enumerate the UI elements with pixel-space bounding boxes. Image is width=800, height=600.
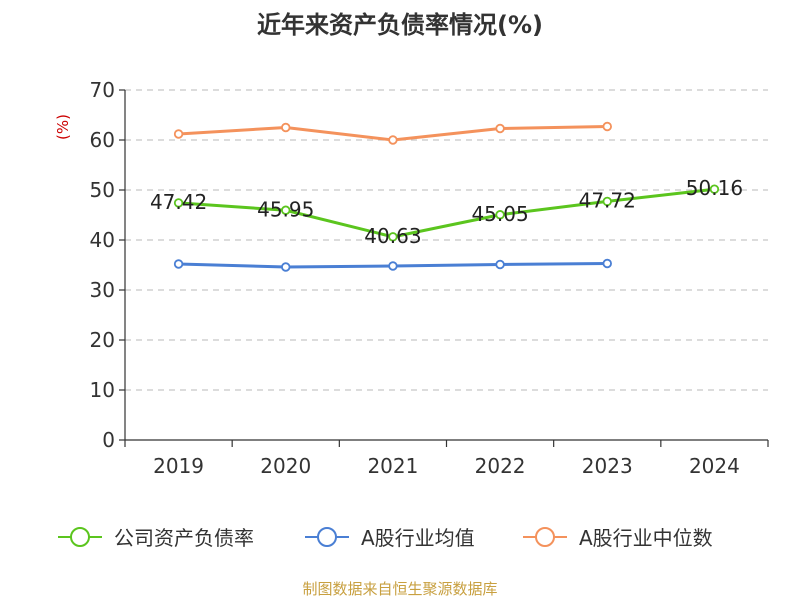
data-point [495, 259, 505, 270]
x-tick-label: 2021 [367, 454, 418, 478]
legend-marker [317, 527, 337, 547]
y-axis-label: (%) [54, 114, 72, 140]
data-point [388, 261, 398, 271]
data-point [388, 232, 398, 242]
data-point [173, 259, 184, 269]
data-point [173, 129, 184, 139]
data-label: 45.05 [471, 202, 528, 226]
legend-label: 公司资产负债率 [114, 526, 254, 550]
y-tick-label: 40 [90, 228, 115, 252]
legend-label: A股行业均值 [361, 526, 475, 550]
data-point [709, 184, 720, 194]
x-tick-label: 2020 [260, 454, 311, 478]
data-point [602, 258, 612, 269]
y-tick-label: 20 [90, 328, 115, 352]
x-tick-label: 2022 [475, 454, 526, 478]
legend-label: A股行业中位数 [579, 526, 713, 550]
chart-title: 近年来资产负债率情况(%) [257, 11, 543, 39]
axes: 0 10 20 30 40 50 60 70 2019 2020 2021 2022 2023 2024 [90, 78, 769, 478]
legend-marker [70, 527, 90, 547]
data-point [495, 210, 505, 220]
series-line-0 [178, 187, 715, 239]
y-tick-label: 60 [90, 128, 115, 152]
x-tick-label: 2024 [689, 454, 740, 478]
data-label: 45.95 [257, 197, 314, 221]
legend: 公司资产负债率 A股行业均值 A股行业中位数 [58, 526, 713, 550]
data-label: 40.63 [364, 224, 421, 248]
gridlines [125, 89, 768, 391]
y-tick-label: 70 [90, 78, 115, 102]
data-label: 47.72 [579, 188, 636, 212]
data-point [281, 205, 291, 215]
data-label: 47.42 [150, 190, 207, 214]
legend-marker [535, 527, 555, 547]
data-point [602, 196, 612, 207]
data-point [388, 135, 398, 145]
x-tick-label: 2019 [153, 454, 204, 478]
y-tick-label: 30 [90, 278, 115, 302]
data-point [495, 123, 505, 134]
y-tick-label: 10 [90, 378, 115, 402]
data-point [281, 122, 291, 133]
series-group: 47.42 45.95 40.63 45.05 47.72 50.16 [150, 121, 743, 272]
x-tick-label: 2023 [582, 454, 633, 478]
data-point [281, 262, 291, 272]
data-label: 50.16 [686, 176, 743, 200]
data-point [602, 121, 612, 132]
y-tick-label: 50 [90, 178, 115, 202]
y-tick-label: 0 [102, 428, 115, 452]
data-point [173, 198, 184, 208]
source-note: 制图数据来自恒生聚源数据库 [302, 580, 497, 598]
